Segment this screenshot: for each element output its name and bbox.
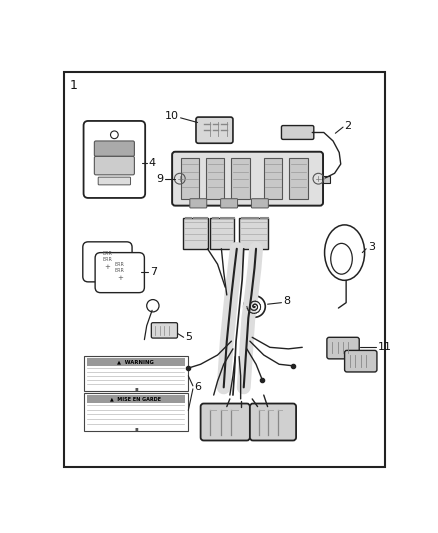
Text: 7: 7 bbox=[150, 267, 157, 277]
FancyBboxPatch shape bbox=[264, 158, 282, 199]
FancyBboxPatch shape bbox=[345, 350, 377, 372]
Text: 3: 3 bbox=[367, 242, 374, 252]
FancyBboxPatch shape bbox=[172, 152, 323, 206]
FancyBboxPatch shape bbox=[190, 199, 207, 208]
FancyBboxPatch shape bbox=[94, 141, 134, 156]
Text: +: + bbox=[117, 275, 123, 281]
FancyBboxPatch shape bbox=[289, 158, 307, 199]
Text: 10: 10 bbox=[165, 111, 179, 122]
FancyBboxPatch shape bbox=[221, 199, 237, 208]
FancyBboxPatch shape bbox=[94, 156, 134, 175]
FancyBboxPatch shape bbox=[196, 117, 233, 143]
FancyBboxPatch shape bbox=[151, 322, 177, 338]
Text: 11: 11 bbox=[378, 342, 392, 352]
FancyBboxPatch shape bbox=[282, 126, 314, 140]
FancyBboxPatch shape bbox=[250, 403, 296, 440]
Text: 9: 9 bbox=[156, 174, 164, 184]
FancyBboxPatch shape bbox=[251, 199, 268, 208]
FancyBboxPatch shape bbox=[206, 158, 224, 199]
FancyBboxPatch shape bbox=[180, 158, 199, 199]
Text: 8: 8 bbox=[283, 296, 290, 306]
FancyBboxPatch shape bbox=[85, 356, 187, 391]
Text: 6: 6 bbox=[194, 382, 201, 392]
Text: ▪: ▪ bbox=[134, 386, 138, 391]
Text: 4: 4 bbox=[148, 158, 155, 167]
FancyBboxPatch shape bbox=[201, 403, 250, 440]
Text: ▲  MISE EN GARDE: ▲ MISE EN GARDE bbox=[110, 397, 162, 401]
FancyBboxPatch shape bbox=[84, 121, 145, 198]
FancyBboxPatch shape bbox=[210, 218, 234, 249]
FancyBboxPatch shape bbox=[85, 393, 187, 431]
Text: ▪: ▪ bbox=[134, 426, 138, 431]
Text: 2: 2 bbox=[345, 120, 352, 131]
FancyBboxPatch shape bbox=[87, 358, 185, 366]
Text: 1: 1 bbox=[70, 79, 78, 92]
FancyBboxPatch shape bbox=[183, 218, 208, 249]
FancyBboxPatch shape bbox=[231, 158, 250, 199]
Text: ▲  WARNING: ▲ WARNING bbox=[117, 359, 154, 365]
FancyBboxPatch shape bbox=[64, 71, 385, 467]
FancyBboxPatch shape bbox=[87, 395, 185, 403]
FancyBboxPatch shape bbox=[327, 337, 359, 359]
FancyBboxPatch shape bbox=[95, 253, 145, 293]
FancyBboxPatch shape bbox=[98, 177, 131, 185]
FancyBboxPatch shape bbox=[239, 218, 268, 249]
Text: 5: 5 bbox=[185, 332, 192, 342]
FancyBboxPatch shape bbox=[316, 176, 330, 183]
FancyBboxPatch shape bbox=[83, 242, 132, 282]
Text: +: + bbox=[105, 264, 110, 270]
Text: ERR
ERR: ERR ERR bbox=[102, 251, 113, 262]
Text: ERR
ERR: ERR ERR bbox=[115, 262, 125, 273]
